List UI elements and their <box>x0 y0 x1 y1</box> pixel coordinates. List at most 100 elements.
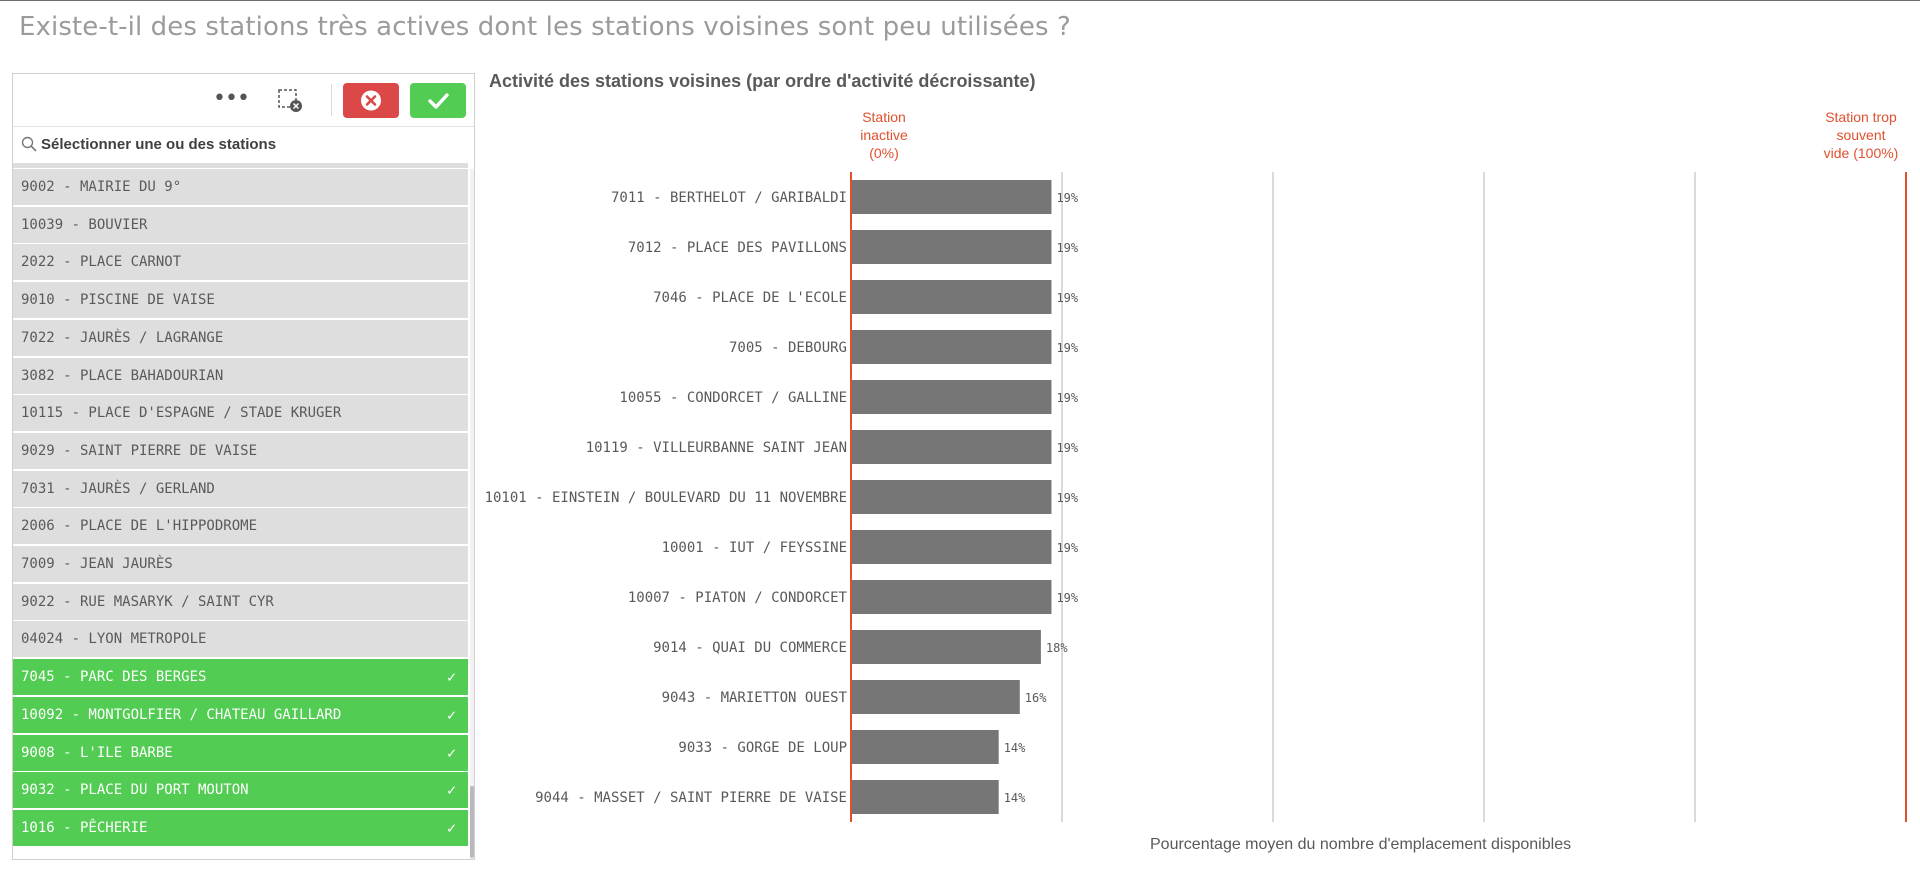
scrollbar-track[interactable] <box>470 169 474 859</box>
reference-label-empty-line: Station trop <box>1825 109 1897 125</box>
list-item-label: 2022 - PLACE CARNOT <box>21 254 182 271</box>
search-icon <box>21 136 37 152</box>
list-item-label: 7031 - JAURÈS / GERLAND <box>21 480 215 497</box>
list-item-label: 10115 - PLACE D'ESPAGNE / STADE KRUGER <box>21 405 342 422</box>
list-item-label: 9010 - PISCINE DE VAISE <box>21 292 215 309</box>
list-item[interactable]: 3082 - PLACE BAHADOURIAN <box>13 357 468 395</box>
data-label: 19% <box>1056 191 1078 205</box>
clear-selection-icon[interactable] <box>278 89 304 113</box>
toolbar-separator <box>331 84 332 116</box>
filter-toolbar: ••• <box>13 74 474 126</box>
list-item[interactable]: 10115 - PLACE D'ESPAGNE / STADE KRUGER <box>13 395 468 433</box>
category-label: 9044 - MASSET / SAINT PIERRE DE VAISE <box>535 790 847 806</box>
cancel-selection-button[interactable] <box>343 83 399 118</box>
top-border <box>0 0 1920 1</box>
data-label: 18% <box>1046 641 1068 655</box>
list-item-selected[interactable]: 9008 - L'ILE BARBE ✓ <box>13 734 468 772</box>
bar <box>851 380 1052 414</box>
list-item-label: 9032 - PLACE DU PORT MOUTON <box>21 782 249 799</box>
list-item-label: 7022 - JAURÈS / LAGRANGE <box>21 329 224 346</box>
list-item-label: 04024 - LYON METROPOLE <box>21 631 207 648</box>
category-label: 10119 - VILLEURBANNE SAINT JEAN <box>586 440 847 456</box>
bar <box>851 730 999 764</box>
checkmark-icon: ✓ <box>446 781 456 800</box>
list-item[interactable]: 9022 - RUE MASARYK / SAINT CYR <box>13 583 468 621</box>
reference-label-inactive-line: Station <box>862 109 906 125</box>
chart-title: Activité des stations voisines (par ordr… <box>489 71 1036 91</box>
checkmark-icon: ✓ <box>446 743 456 762</box>
confirm-selection-button[interactable] <box>410 83 466 118</box>
ellipsis-icon[interactable]: ••• <box>213 86 250 111</box>
list-item[interactable]: 2006 - PLACE DE L'HIPPODROME <box>13 508 468 546</box>
clear-selection-icon-svg <box>278 89 302 112</box>
list-item-selected[interactable]: 9032 - PLACE DU PORT MOUTON ✓ <box>13 772 468 810</box>
list-item-label: 10039 - BOUVIER <box>21 216 148 233</box>
list-item[interactable]: 9002 - MAIRIE DU 9° <box>13 169 468 206</box>
data-label: 19% <box>1056 341 1078 355</box>
bar <box>851 580 1052 614</box>
category-label: 7011 - BERTHELOT / GARIBALDI <box>611 190 847 206</box>
category-label: 10007 - PIATON / CONDORCET <box>628 590 848 606</box>
list-item-label: 9002 - MAIRIE DU 9° <box>21 179 182 195</box>
list-item[interactable]: 2022 - PLACE CARNOT <box>13 244 468 282</box>
checkmark-icon: ✓ <box>446 818 456 837</box>
bar <box>851 230 1052 264</box>
category-label: 10055 - CONDORCET / GALLINE <box>619 390 847 406</box>
station-filter-pane[interactable]: ••• Sélectionner une ou des station <box>12 73 475 860</box>
list-item[interactable]: 10039 - BOUVIER <box>13 206 468 244</box>
reference-label-inactive: Station inactive (0%) <box>836 108 932 162</box>
reference-label-inactive-line: (0%) <box>869 145 899 161</box>
data-label: 16% <box>1025 691 1047 705</box>
list-item-selected[interactable]: 1016 - PÊCHERIE ✓ <box>13 809 468 847</box>
data-label: 14% <box>1004 791 1026 805</box>
category-label: 9033 - GORGE DE LOUP <box>678 740 847 756</box>
data-label: 19% <box>1056 241 1078 255</box>
page-title: Existe-t-il des stations très actives do… <box>19 12 1071 42</box>
reference-label-empty-line: souvent <box>1836 127 1886 143</box>
category-label: 7046 - PLACE DE L'ECOLE <box>653 290 847 306</box>
data-label: 19% <box>1056 591 1078 605</box>
data-label: 19% <box>1056 391 1078 405</box>
list-item-label: 7045 - PARC DES BERGES <box>21 669 207 686</box>
list-item-label: 9022 - RUE MASARYK / SAINT CYR <box>21 593 274 610</box>
list-item[interactable]: 7009 - JEAN JAURÈS <box>13 546 468 583</box>
list-item-label: 2006 - PLACE DE L'HIPPODROME <box>21 518 258 535</box>
data-label: 14% <box>1004 741 1026 755</box>
list-item-label: 9029 - SAINT PIERRE DE VAISE <box>21 442 258 459</box>
list-item[interactable]: 9010 - PISCINE DE VAISE <box>13 282 468 320</box>
x-circle-icon <box>361 90 381 111</box>
list-item[interactable]: 7022 - JAURÈS / LAGRANGE <box>13 319 468 357</box>
bar <box>851 530 1052 564</box>
category-label: 9043 - MARIETTON OUEST <box>662 690 848 706</box>
category-label: 10001 - IUT / FEYSSINE <box>662 540 847 556</box>
category-label: 10101 - EINSTEIN / BOULEVARD DU 11 NOVEM… <box>485 490 847 506</box>
list-item[interactable]: 7031 - JAURÈS / GERLAND <box>13 470 468 508</box>
list-item-selected[interactable]: 7045 - PARC DES BERGES ✓ <box>13 659 468 697</box>
list-item-label: 7009 - JEAN JAURÈS <box>21 556 173 572</box>
search-placeholder: Sélectionner une ou des stations <box>41 136 277 153</box>
list-item-label: 10092 - MONTGOLFIER / CHATEAU GAILLARD <box>21 706 342 723</box>
list-item[interactable]: 9029 - SAINT PIERRE DE VAISE <box>13 432 468 470</box>
bar <box>851 280 1052 314</box>
station-search[interactable]: Sélectionner une ou des stations <box>13 126 474 163</box>
list-item-label: 1016 - PÊCHERIE <box>21 819 148 836</box>
checkmark-icon <box>428 93 449 109</box>
list-item-label: 9008 - L'ILE BARBE <box>21 744 173 761</box>
reference-label-inactive-line: inactive <box>860 127 908 143</box>
bar <box>851 630 1041 664</box>
checkmark-icon: ✓ <box>446 668 456 687</box>
bar <box>851 180 1052 214</box>
list-item[interactable]: 04024 - LYON METROPOLE <box>13 621 468 659</box>
reference-label-empty: Station trop souvent vide (100%) <box>1811 108 1911 162</box>
data-label: 19% <box>1056 291 1078 305</box>
reference-label-empty-line: vide (100%) <box>1823 145 1899 161</box>
data-label: 19% <box>1056 541 1078 555</box>
list-item-selected[interactable]: 10092 - MONTGOLFIER / CHATEAU GAILLARD ✓ <box>13 696 468 734</box>
category-label: 9014 - QUAI DU COMMERCE <box>653 640 847 656</box>
checkmark-icon: ✓ <box>446 705 456 724</box>
category-label: 7012 - PLACE DES PAVILLONS <box>628 240 847 256</box>
bar <box>851 430 1052 464</box>
bar <box>851 330 1052 364</box>
scrollbar-thumb[interactable] <box>470 786 474 858</box>
